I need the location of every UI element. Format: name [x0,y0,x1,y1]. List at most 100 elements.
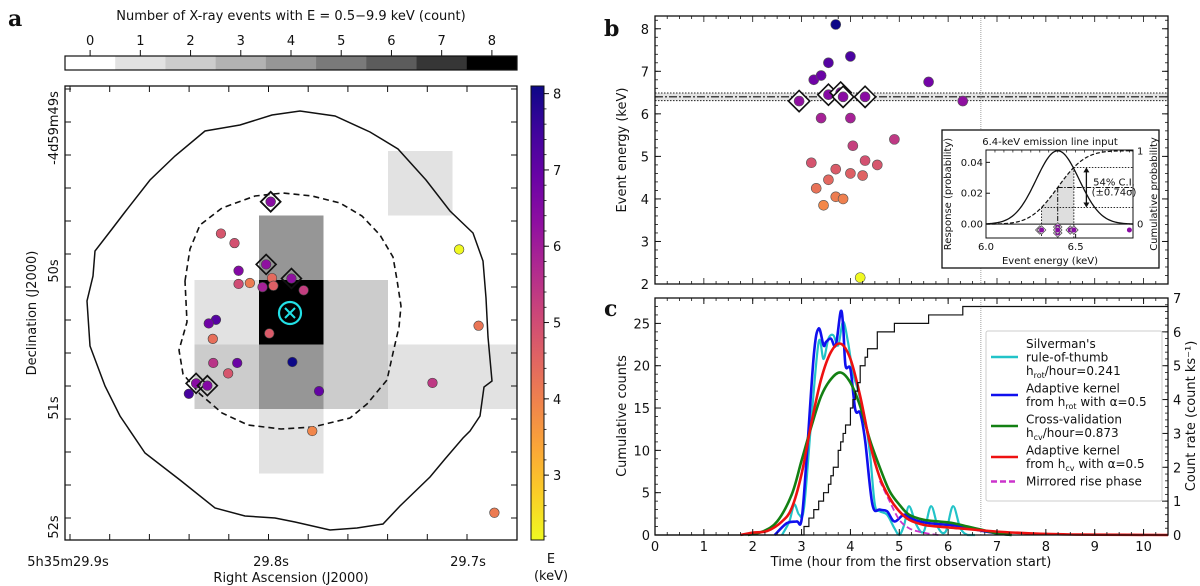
event-point [307,425,318,437]
event-point [815,112,827,124]
event-point [454,244,465,255]
inset-ci-sublabel: (±0.74σ) [1092,187,1137,198]
event-point [806,157,817,169]
energy-time-scatter [787,19,969,283]
legend-entry-label: Silverman's [1026,337,1096,351]
panel-b-ytick-label: 6 [641,108,649,123]
event-point [830,19,842,30]
event-point [183,388,194,399]
legend-entry-label: rule-of-thumb [1026,351,1108,365]
count-colorbar-title: Number of X-ray events with E = 0.5−9.9 … [116,9,465,24]
count-colorbar-tick-label: 7 [438,34,446,49]
fe-line-event-diamond [255,253,278,276]
panel-c-xtick-label: 4 [846,540,854,555]
event-point [298,285,309,296]
panel-b: 2 3 4 5 6 7 8 Event energy (keV) 6.4-keV emiss… [615,15,1169,293]
panel-b-ytick-label: 3 [641,235,649,250]
event-point [313,385,325,397]
outer-contour [86,110,493,531]
energy-colorbar-label-line2: (keV) [534,569,568,584]
panel-c-right-ytick-label: 3 [1173,427,1181,442]
inset-ci-shaded-area [1041,167,1074,225]
inset-event-point [1055,227,1061,233]
panel-c-xtick-label: 9 [1091,540,1099,555]
panel-c-xtick-label: 0 [651,540,659,555]
inset-ytick-label: 0.02 [961,189,983,200]
fe-line-band [655,16,1168,284]
energy-colorbar: 3 4 5 6 7 8 [530,85,561,541]
ra-tick-0: 5h35m29.9s [27,555,109,570]
event-point [202,380,213,391]
count-colorbar-tick-label: 4 [287,34,295,49]
legend-entry-label: hrot/hour=0.241 [1026,364,1121,380]
panel-b-ytick-label: 4 [641,193,649,208]
panel-label-c: c [604,296,617,322]
event-point [207,333,218,344]
panel-c-right-ytick-label: 2 [1173,461,1181,476]
count-colorbar-segment [165,56,217,70]
legend-entry-label: Mirrored rise phase [1026,475,1142,489]
panel-b-ticks: 2 3 4 5 6 7 8 [641,16,1169,293]
panel-c-xtick-label: 7 [993,540,1001,555]
fe-line-event-diamond [196,374,219,397]
inset-ytick-label: 0.00 [961,220,983,231]
panel-c-xtick-label: 3 [797,540,805,555]
inset-xtick-label: 6.0 [978,242,994,253]
energy-colorbar-tick-label: 3 [553,469,561,484]
panel-b-ytick-label: 2 [641,278,649,293]
event-point [837,193,849,205]
panel-c-right-ytick-label: 1 [1173,495,1181,510]
panel-c-ytick-label: 10 [633,444,650,459]
panel-c-xtick-label: 1 [700,540,708,555]
count-colorbar-tick-label: 0 [86,34,94,49]
inset-response-curve [985,150,1134,225]
panel-c-ylabel: Cumulative counts [615,355,630,477]
heatmap-cell [452,344,517,409]
count-colorbar-segment [316,56,367,70]
count-colorbar-tick-label: 2 [186,34,194,49]
count-colorbar-segment [265,56,317,70]
event-point [427,377,438,389]
fe-line-event-diamond [280,267,303,290]
event-point [871,159,883,171]
heatmap-cell [259,344,324,409]
panel-b-ytick-label: 7 [641,65,649,80]
inset-title: 6.4-keV emission line input [982,137,1118,148]
event-point [859,155,871,166]
event-point [857,170,868,181]
count-colorbar-tick-label: 3 [237,34,245,49]
legend-entry-label: from hcv with α=0.5 [1026,457,1145,473]
panel-c-right-ytick-label: 0 [1173,529,1181,544]
event-point [823,174,834,186]
heatmap-cell [323,280,388,345]
panel-label-a: a [8,6,22,32]
dec-tick-0: -4d59m49s [47,91,62,165]
panel-c-ytick-label: 0 [642,529,650,544]
count-colorbar-tick-label: 6 [387,34,395,49]
inset-ytick-label: 0.04 [961,158,983,169]
event-point [286,273,297,284]
inset-event-point [1071,227,1077,233]
inset-ci-label: 54% C.I. [1093,177,1135,188]
series-adaptive-hrot [773,309,1012,537]
source-position-marker [277,300,303,326]
event-point [287,356,298,368]
inset-frame [985,149,1134,239]
event-point [845,112,856,124]
energy-colorbar-tick-label: 5 [553,317,561,332]
dec-axis-label: Declination (J2000) [25,251,40,376]
panel-c-xlabel: Time (hour from the first observation st… [770,555,1052,570]
dec-tick-1: 50s [47,259,62,283]
panel-c-right-ytick-label: 4 [1173,394,1181,409]
panel-c-xtick-label: 10 [1135,540,1152,555]
series-mirrored-rise [878,480,939,536]
event-point [815,70,827,81]
event-point [232,357,243,369]
event-point [823,57,834,69]
contours [86,110,493,531]
inset-ci-arrowhead-down [1083,202,1090,208]
count-colorbar-segment [115,56,166,70]
energy-colorbar-tick-label: 7 [553,164,561,179]
inset-event-point [1126,227,1132,233]
